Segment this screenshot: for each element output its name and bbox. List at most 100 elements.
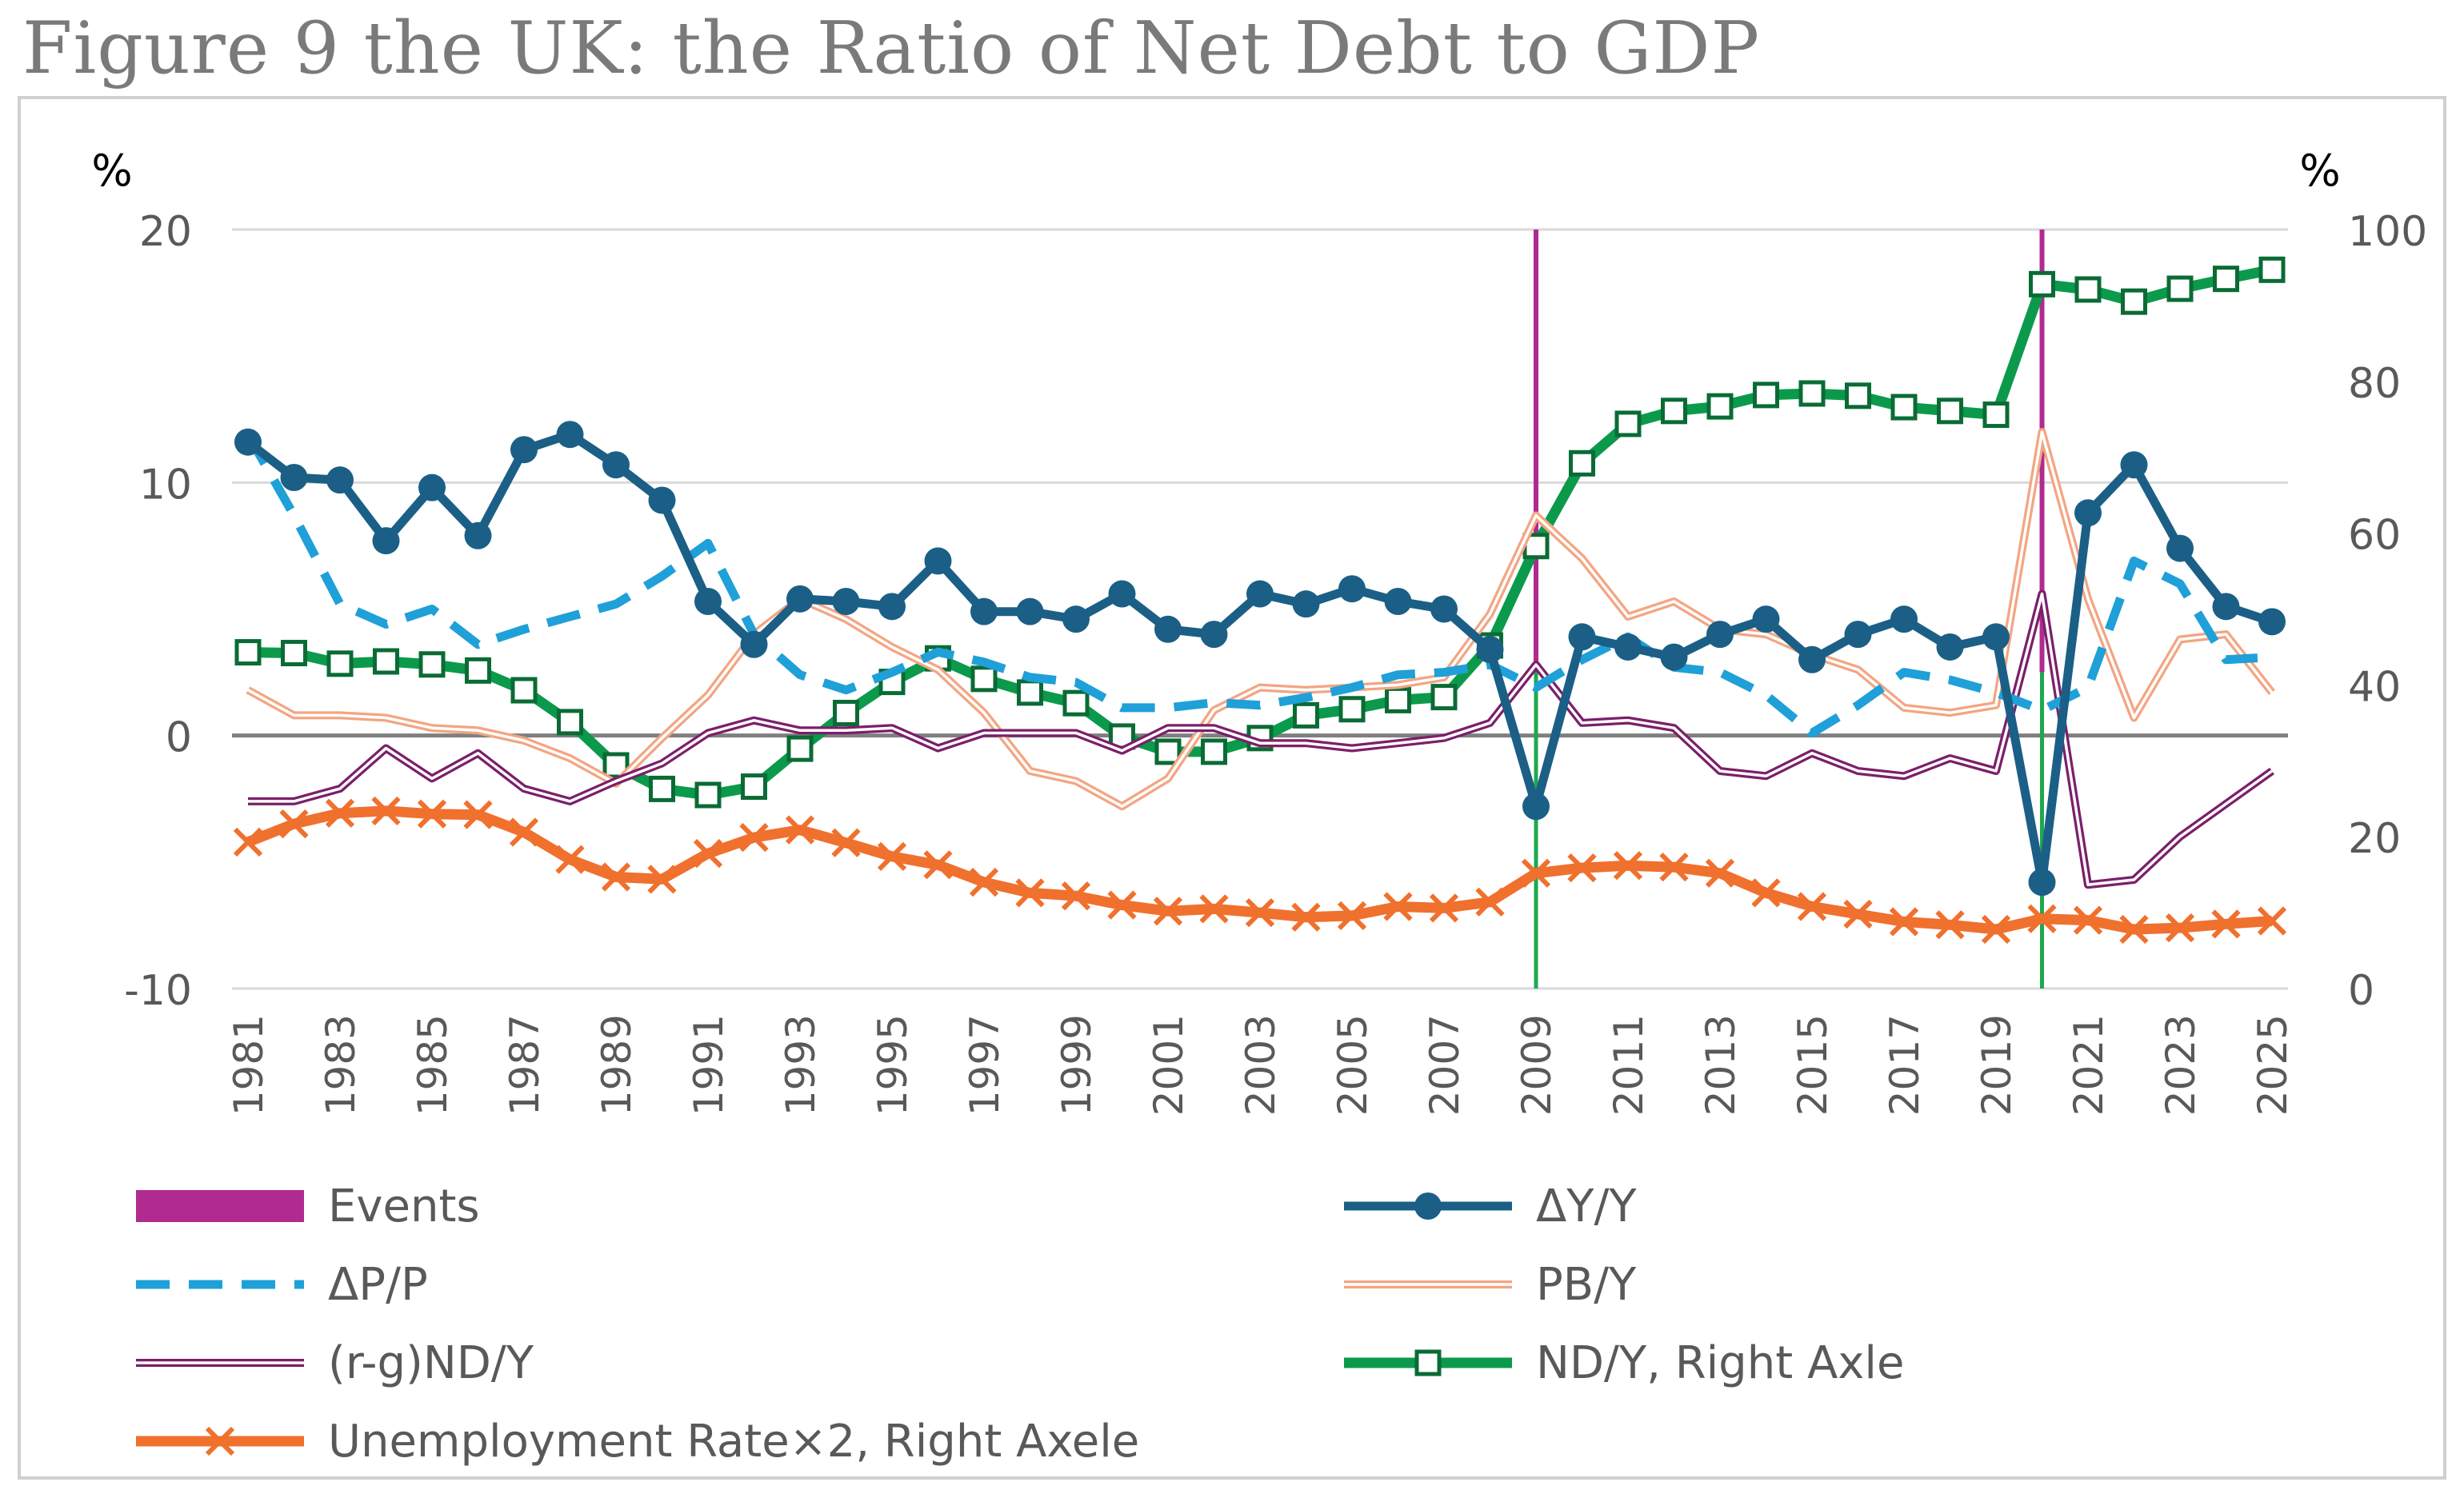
x-tick-label-group: 2025 (2250, 1014, 2296, 1116)
series-r-g-nd-y (248, 589, 2274, 889)
series-y-y-point (1108, 580, 1136, 608)
series-y-y-point (1246, 580, 1274, 608)
series-y-y-point (2074, 499, 2102, 527)
series-unemployment-rate-2-right-axele-point (509, 817, 539, 847)
x-tick-label: 2017 (1882, 1014, 1928, 1116)
series-unemployment-rate-2-right-axele-point (601, 862, 631, 892)
series-unemployment-rate-2-right-axele-point (2165, 913, 2195, 943)
legend-item: Unemployment Rate×2, Right Axele (136, 1416, 1139, 1468)
series-y-y-point (464, 521, 492, 549)
series-nd-y-right-axle-point (833, 700, 859, 727)
series-nd-y-right-axle-point (1201, 738, 1227, 765)
series-nd-y-right-axle-point (786, 735, 814, 762)
x-tick-label: 1993 (778, 1014, 824, 1116)
legend-label: ΔY/Y (1536, 1180, 1637, 1232)
x-tick-label-group: 1985 (410, 1014, 456, 1116)
series-nd-y-right-axle-point (970, 665, 998, 693)
legend-item: ND/Y, Right Axle (1344, 1337, 1904, 1389)
series-nd-y-right-axle-point (1614, 410, 1642, 437)
series-y-y-point (1982, 623, 2010, 651)
series-pb-y-line-inner (247, 430, 2274, 808)
y-right-axis-label: % (2299, 146, 2340, 196)
series-nd-y-right-axle-point (1845, 382, 1871, 409)
legend-item: Events (136, 1180, 480, 1232)
series-y-y-point (1936, 633, 1964, 661)
x-tick-label: 2007 (1422, 1014, 1468, 1116)
x-tick-label: 2011 (1606, 1014, 1652, 1116)
series-nd-y-right-axle-point (1338, 696, 1366, 723)
series-unemployment-rate-2-right-axele-point (233, 827, 263, 857)
series-nd-y-right-axle-point (2074, 276, 2102, 303)
x-tick-label: 2019 (1974, 1014, 2020, 1116)
legend-label: Events (328, 1180, 480, 1232)
series-y-y-point (970, 597, 998, 625)
x-tick-label: 2001 (1146, 1014, 1192, 1116)
x-tick-label-group: 1983 (318, 1014, 364, 1116)
x-tick-label: 1985 (410, 1014, 456, 1116)
series-y-y-point (1844, 621, 1872, 649)
legend-item: ΔY/Y (1344, 1180, 1637, 1232)
x-tick-label: 1991 (686, 1014, 732, 1116)
legend-label: (r-g)ND/Y (328, 1337, 534, 1389)
series-unemployment-rate-2-right-axele-point (647, 865, 677, 894)
series-unemployment-rate-2-right-axele-point (2257, 906, 2287, 936)
series-unemployment-rate-2-right-axele-point (1015, 878, 1045, 908)
series-y-y-point (280, 464, 308, 492)
series-y-y-point (2258, 608, 2286, 636)
x-tick-label: 2005 (1330, 1014, 1376, 1116)
series-y-y-point (326, 466, 354, 494)
series-unemployment-rate-2-right-axele-point (2211, 909, 2241, 939)
series-nd-y-right-axle-point (602, 752, 630, 779)
series-nd-y-right-axle-point (1753, 381, 1779, 409)
series-unemployment-rate-2-right-axele-point (1935, 910, 1965, 940)
legend-label: PB/Y (1536, 1259, 1637, 1311)
series-nd-y-right-axle-point (510, 677, 538, 704)
series-unemployment-rate-2-right-axele-point (1429, 893, 1459, 923)
series-unemployment-rate-2-right-axele-point (1153, 897, 1183, 926)
y-right-tick-label: 40 (2348, 663, 2401, 711)
x-tick-label: 2003 (1238, 1014, 1284, 1116)
series-unemployment-rate-2-right-axele-point (325, 798, 355, 828)
series-unemployment-rate-2-right-axele-point (371, 796, 401, 826)
series-y-y-point (2120, 451, 2148, 479)
series-y-y-point (1522, 793, 1550, 821)
series-unemployment-rate-2-right-axele-point (1061, 881, 1091, 911)
series-nd-y-right-axle-point (1798, 380, 1826, 407)
series-y-y-point (1798, 645, 1826, 673)
x-tick-label-group: 2021 (2066, 1014, 2112, 1116)
series-unemployment-rate-2-right-axele-point (1659, 853, 1689, 882)
series-unemployment-rate-2-right-axele-point (2073, 905, 2103, 935)
series-unemployment-rate-2-right-axele-point (969, 868, 999, 897)
series-y-y-point (1384, 588, 1412, 616)
series-y-y-point (418, 473, 446, 501)
series-y-y-point (1890, 605, 1918, 633)
series-unemployment-rate-2-right-axele-point (1751, 878, 1781, 908)
series-y-y-point (924, 547, 952, 575)
series-y-y-point (372, 527, 400, 555)
series-nd-y-right-axle-point (1154, 738, 1182, 765)
series-y-y-point (832, 588, 860, 616)
legend-item: PB/Y (1344, 1259, 1637, 1311)
series-unemployment-rate-2-right-axele-point (1291, 902, 1321, 932)
series-pb-y (246, 428, 2275, 811)
series-nd-y-right-axle-point (1017, 679, 1043, 706)
series-nd-y-right-axle-point (557, 709, 583, 736)
series-y-y-point (2212, 593, 2240, 621)
series-y-y-point (786, 585, 814, 613)
series-y-y-point (510, 436, 538, 464)
series-unemployment-rate-2-right-axele-point (1521, 858, 1551, 888)
series-nd-y-right-axle-point (741, 773, 767, 801)
y-left-tick-label: 20 (139, 208, 192, 256)
series-unemployment-rate-2-right-axele-point (831, 828, 861, 857)
series-y-y-point (878, 593, 906, 621)
series-nd-y-right-axle (234, 256, 2286, 809)
series-nd-y-right-axle-point (2258, 256, 2286, 283)
series-unemployment-rate-2-right-axele-point (1245, 897, 1275, 928)
series-nd-y-right-axle-point (649, 775, 675, 802)
series-nd-y-right-axle-point (694, 781, 722, 809)
x-tick-label-group: 2001 (1146, 1014, 1192, 1116)
x-tick-label-group: 1999 (1054, 1014, 1100, 1116)
series-nd-y-right-axle-point (1293, 701, 1319, 729)
x-tick-label: 1995 (870, 1014, 916, 1116)
series-unemployment-rate-2-right-axele-point (555, 845, 585, 874)
